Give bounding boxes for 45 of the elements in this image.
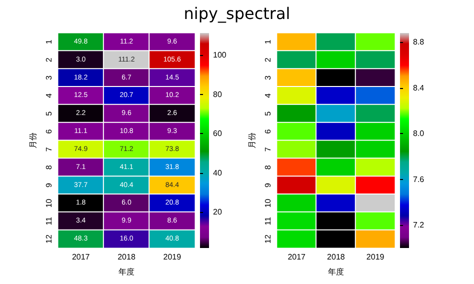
x-tick-label: 2017: [288, 252, 306, 262]
color-bar-label: 8.0: [413, 129, 425, 138]
y-tick-label: 12: [263, 234, 272, 244]
x-axis-title: 年度: [118, 268, 134, 276]
color-bar-label: 80: [213, 90, 222, 99]
y-tick-label: 9: [44, 182, 54, 188]
y-tick-label: 7: [44, 146, 54, 152]
y-tick-label: 6: [263, 128, 272, 134]
y-tick-label: 4: [263, 92, 272, 98]
color-bar-label: 20: [213, 208, 222, 217]
y-tick-label: 2: [263, 57, 272, 62]
y-axis-title: 月份: [248, 132, 256, 148]
color-bar-label: 7.6: [413, 174, 425, 184]
y-tick-label: 4: [44, 92, 54, 98]
y-tick-label: 7: [263, 146, 272, 152]
x-tick-label: 2019: [366, 252, 385, 262]
y-tick-label: 12: [44, 234, 54, 244]
color-bar-label: 8.4: [413, 83, 425, 92]
y-tick-label: 8: [263, 164, 272, 170]
x-tick-label: 2018: [118, 252, 136, 262]
y-tick-label: 11: [263, 216, 272, 226]
color-bar-label: 8.8: [413, 38, 425, 47]
color-bar-label: 100: [213, 50, 227, 60]
y-tick-label: 3: [263, 75, 272, 80]
y-tick-label: 3: [44, 75, 54, 80]
y-tick-label: 2: [44, 57, 54, 62]
y-tick-label: 11: [44, 216, 54, 226]
y-tick-label: 5: [44, 110, 54, 116]
y-axis-title: 月份: [28, 132, 38, 148]
x-axis-title: 年度: [328, 268, 344, 276]
color-bar-label: 60: [213, 129, 222, 138]
color-bar-label: 40: [213, 168, 222, 178]
color-bar-label: 7.2: [413, 220, 425, 230]
x-tick-label: 2018: [327, 252, 346, 262]
y-tick-label: 10: [263, 198, 272, 208]
y-tick-label: 9: [263, 182, 272, 188]
x-tick-label: 2017: [72, 252, 90, 262]
y-tick-label: 6: [44, 128, 54, 134]
y-tick-label: 1: [263, 39, 272, 44]
y-tick-label: 8: [44, 164, 54, 170]
x-tick-label: 2019: [163, 252, 182, 262]
y-tick-label: 5: [263, 110, 272, 116]
y-tick-label: 10: [44, 198, 54, 208]
y-tick-label: 1: [44, 39, 54, 44]
text: nipy_spectral: [182, 4, 292, 23]
